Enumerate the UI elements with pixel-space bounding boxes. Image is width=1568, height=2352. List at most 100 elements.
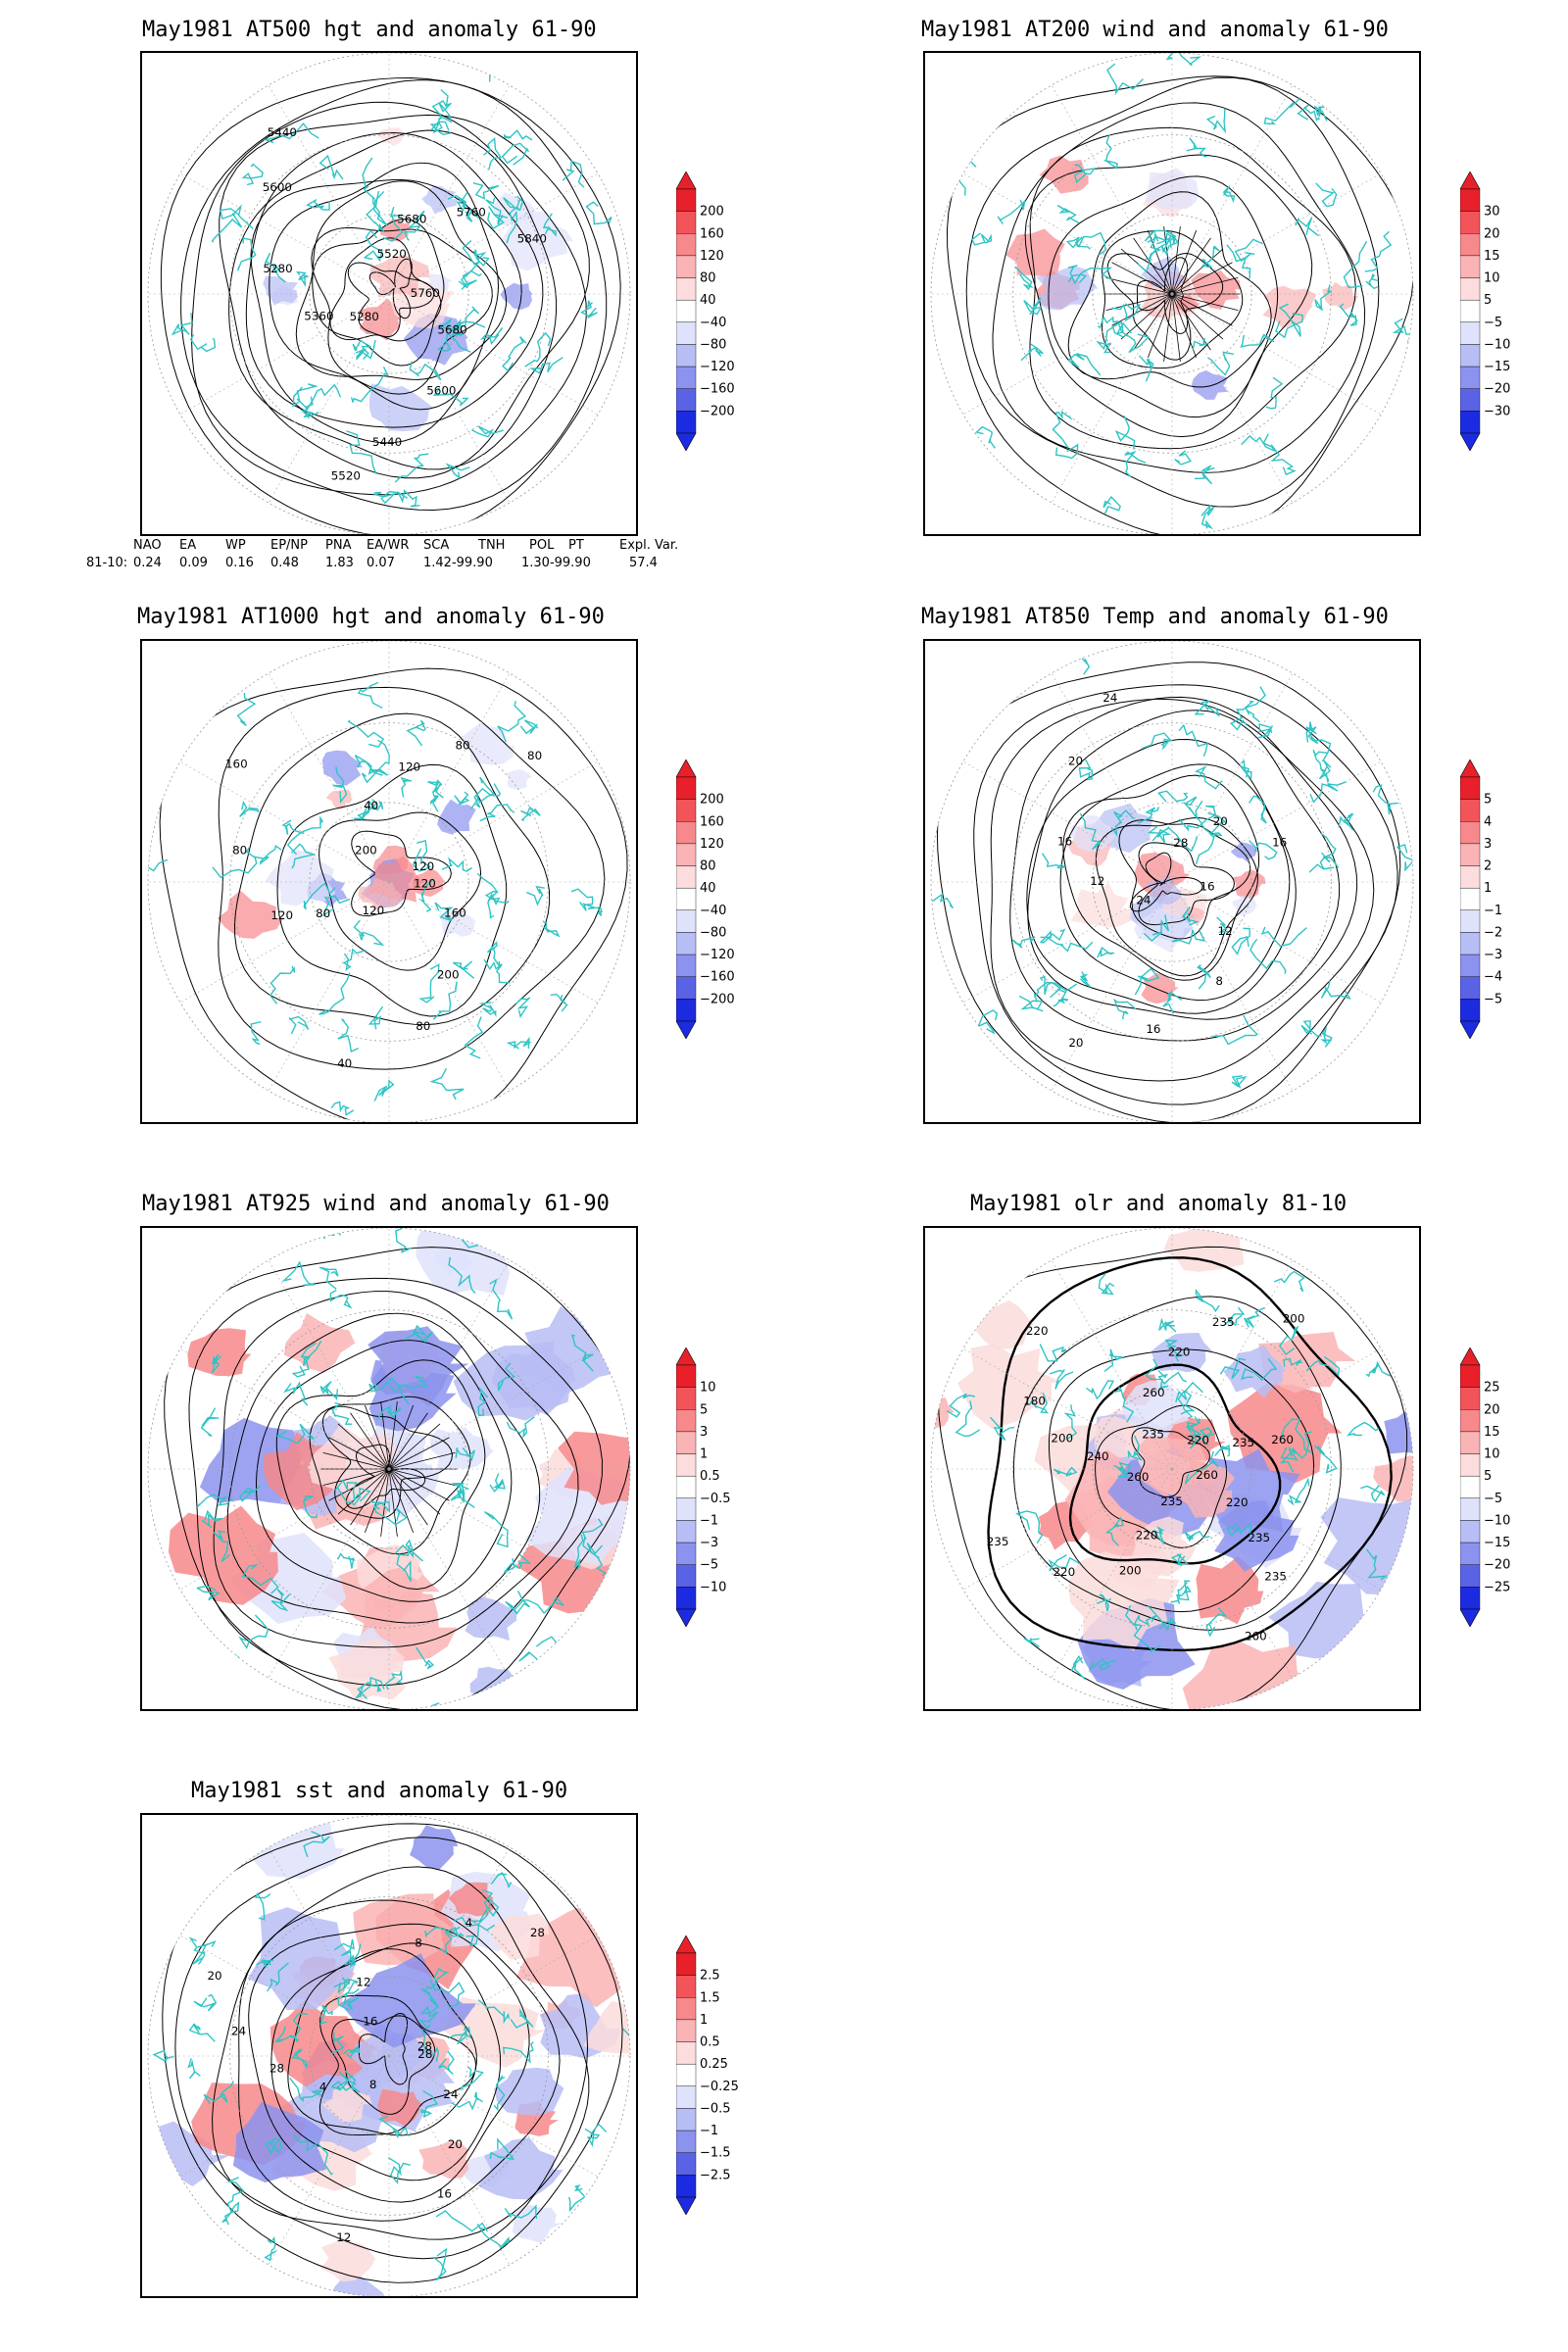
map-at1000-hgt: 120 160 200 80 40 120 80 120 80 160 200 40 120 80 80 12… (140, 639, 638, 1124)
coastline (353, 919, 385, 947)
streamline (388, 1404, 414, 1470)
streamline (1171, 237, 1211, 295)
streamline (1148, 229, 1173, 295)
colorbar-canvas: 200 160 120 80 40 −40 −80 −120 −160 −200 (675, 759, 735, 1040)
latitude-circle (930, 53, 1414, 534)
coastline (1020, 343, 1044, 362)
coastline (570, 888, 594, 911)
coastline (424, 1926, 463, 1937)
colorbar-tick-label: 2 (1484, 859, 1492, 874)
contour-value-label: 80 (455, 738, 469, 752)
coastline (946, 1393, 976, 1418)
colorbar-tick-label: −0.5 (700, 2101, 731, 2116)
coastline (434, 902, 454, 922)
streamline (322, 1468, 390, 1486)
colorbar-segment (675, 188, 697, 212)
coastline (470, 776, 496, 809)
contour-line (347, 262, 435, 338)
coastline (1048, 937, 1094, 953)
colorbar-tick-label: 15 (1484, 249, 1500, 264)
coastline (290, 843, 317, 869)
coastline (1079, 971, 1092, 988)
coastline (1278, 1325, 1299, 1356)
coastline (1225, 1306, 1246, 1327)
colorbar-tick-label: −10 (1484, 1513, 1510, 1528)
contour-value-label: 5280 (263, 262, 292, 275)
coastline (386, 1375, 428, 1394)
colorbar-canvas: 30 20 15 10 5 −5 −10 −15 −20 −30 (1459, 171, 1510, 452)
index-header-row: NAO EA WP EP/NP PNA EA/WR SCA TNH POL PT… (86, 538, 713, 556)
coastline (543, 921, 561, 938)
colorbar-segment (1459, 321, 1481, 345)
coastline (409, 361, 442, 381)
meridian-line (1171, 672, 1294, 883)
coastline (1063, 1404, 1078, 1441)
streamline (1171, 248, 1224, 295)
coastline (1194, 465, 1215, 485)
colorbar-tick-label: −0.5 (700, 1492, 731, 1506)
coastline (524, 331, 552, 368)
colorbar-segment (1459, 388, 1481, 412)
latitude-circle (930, 641, 1414, 1122)
coastline (283, 1381, 309, 1406)
coastline (573, 1534, 584, 1571)
streamline (388, 1468, 441, 1515)
coastline (211, 213, 243, 243)
meridian-line (388, 84, 511, 295)
colorbar-segment (675, 932, 697, 956)
meridian-line (179, 1468, 390, 1591)
colorbar-segment (675, 887, 697, 911)
coastline (1053, 988, 1069, 1007)
index-header: EA/WR (367, 538, 410, 553)
coastline (1148, 1605, 1177, 1632)
positive-anomaly-region (1322, 281, 1359, 311)
coastline (452, 960, 475, 979)
coastline (376, 1404, 402, 1421)
contour-line (937, 1246, 1408, 1709)
colorbar-segment (675, 821, 697, 845)
coastline (1205, 108, 1226, 134)
colorbar-tick-label: −25 (1484, 1580, 1510, 1594)
negative-anomaly-region (465, 1596, 517, 1642)
contour-value-label: 5600 (426, 384, 456, 398)
streamline (322, 1451, 390, 1470)
map-canvas: 5760 5680 5600 5440 5520 5280 5360 5280 5600 5440… (147, 53, 631, 534)
coastline (1106, 63, 1144, 96)
colorbar-min-arrow (675, 1020, 697, 1040)
coastline (1152, 1525, 1165, 1545)
coastline (355, 339, 376, 361)
colorbar-canvas: 200 160 120 80 40 −40 −80 −120 −160 −200 (675, 171, 735, 452)
colorbar-tick-label: −5 (1484, 1492, 1502, 1506)
coastline (1137, 230, 1162, 273)
colorbar-segment (675, 1431, 697, 1454)
coastline (1287, 1477, 1310, 1506)
colorbar-tick-label: −120 (700, 948, 735, 962)
coastline (1300, 1020, 1322, 1037)
coastline (296, 383, 342, 411)
coastline (506, 197, 521, 244)
coastline (1248, 795, 1267, 824)
colorbar-segment (675, 999, 697, 1022)
coastline (148, 848, 169, 872)
meridian-line (1171, 293, 1294, 504)
contour-value-label: 260 (1271, 1433, 1294, 1446)
contour-value-label: 220 (1136, 1529, 1158, 1543)
colorbar-segment (1459, 1409, 1481, 1433)
streamline (365, 1404, 390, 1470)
coastline (1011, 936, 1036, 949)
coastline (1365, 273, 1379, 290)
colorbar-segment (1459, 932, 1481, 956)
contour-line (329, 237, 442, 342)
coastline (1089, 1657, 1116, 1671)
meridian-line (1171, 881, 1382, 1004)
coastline (1241, 433, 1276, 453)
colorbar-tick-label: −5 (700, 1558, 718, 1573)
contour-value-label: 220 (1053, 1565, 1075, 1579)
coastline (396, 1544, 412, 1582)
coastline (487, 892, 501, 919)
colorbar-tick-label: 10 (1484, 1447, 1500, 1462)
coastline (461, 270, 482, 290)
contour-value-label: 8 (415, 1936, 422, 1949)
colorbar-segment (1459, 909, 1481, 933)
negative-anomaly-region (368, 1326, 469, 1406)
